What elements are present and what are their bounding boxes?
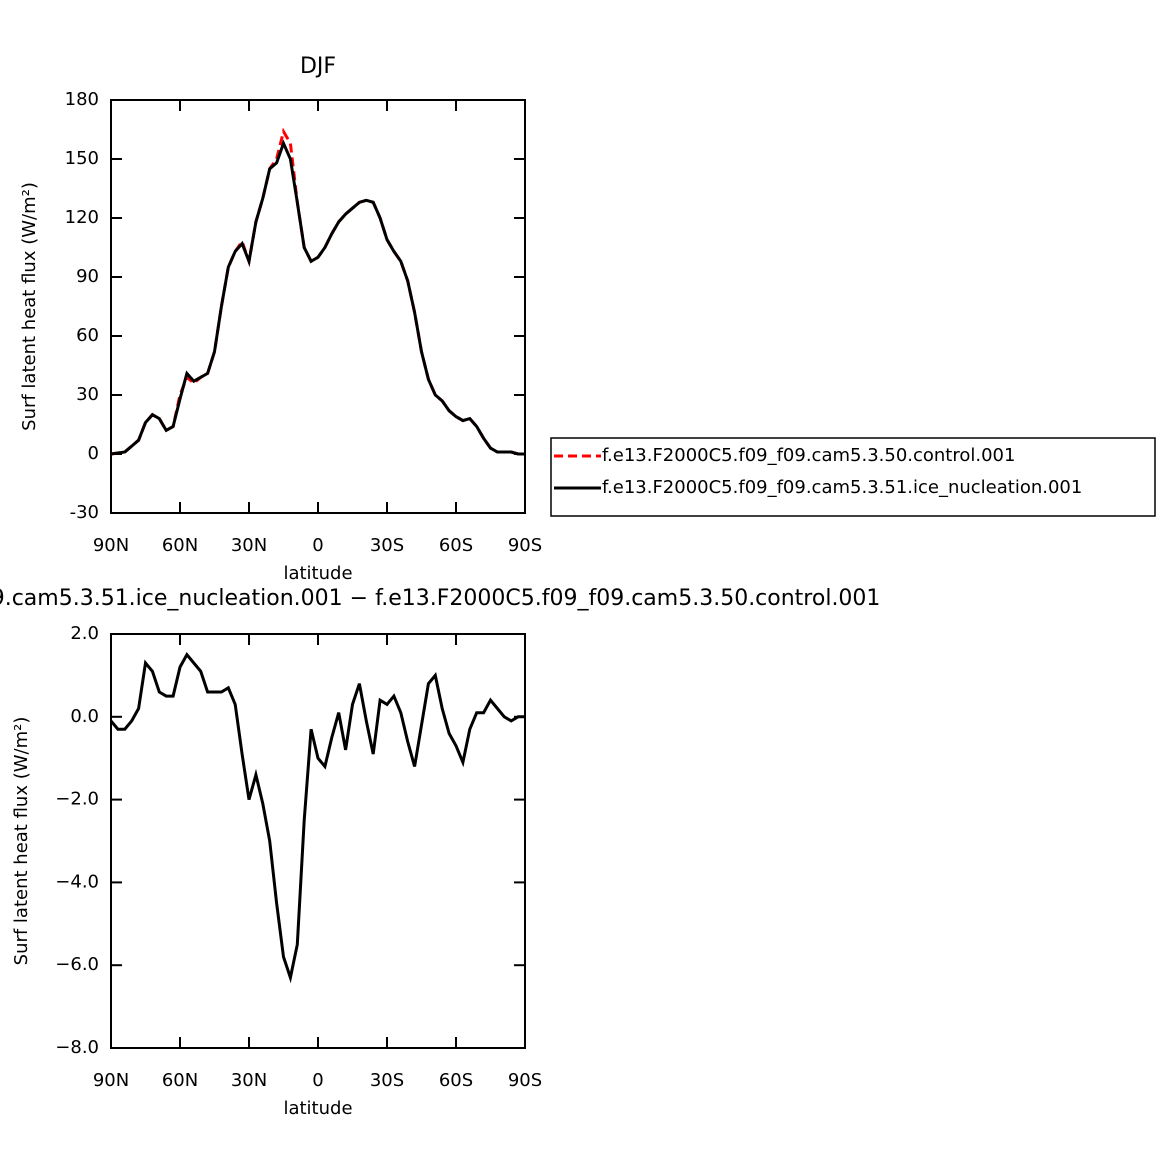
y-tick-label: 180 <box>65 89 99 110</box>
y-tick-label: 0 <box>88 443 99 464</box>
legend-label: f.e13.F2000C5.f09_f09.cam5.3.50.control.… <box>602 445 1015 466</box>
chart-title: DJF <box>300 54 336 79</box>
x-tick-label: 30S <box>370 1070 404 1091</box>
y-axis-title: Surf latent heat flux (W/m²) <box>11 717 32 966</box>
legend-box <box>550 437 1156 517</box>
x-tick-label: 0 <box>312 1070 323 1091</box>
x-axis-title: latitude <box>283 563 352 584</box>
y-tick-label: 120 <box>65 207 99 228</box>
x-tick-label: 90N <box>93 1070 129 1091</box>
plot-frame <box>110 99 526 514</box>
x-tick-label: 30N <box>231 1070 267 1091</box>
data-line <box>110 139 525 456</box>
plot-frame <box>110 633 526 1049</box>
x-tick-label: 60N <box>162 535 198 556</box>
y-tick-label: 2.0 <box>70 623 99 644</box>
y-tick-label: −2.0 <box>55 789 99 810</box>
x-tick-label: 90N <box>93 535 129 556</box>
legend-label: f.e13.F2000C5.f09_f09.cam5.3.51.ice_nucl… <box>602 477 1082 498</box>
data-line <box>110 127 525 456</box>
y-tick-label: 90 <box>76 266 99 287</box>
x-tick-label: 30S <box>370 535 404 556</box>
x-tick-label: 60S <box>439 535 473 556</box>
y-tick-label: 30 <box>76 384 99 405</box>
x-tick-label: 60N <box>162 1070 198 1091</box>
y-tick-label: −8.0 <box>55 1037 99 1058</box>
y-tick-label: −6.0 <box>55 954 99 975</box>
x-tick-label: 0 <box>312 535 323 556</box>
x-tick-label: 30N <box>231 535 267 556</box>
y-tick-label: −4.0 <box>55 871 99 892</box>
data-line <box>109 652 525 984</box>
y-tick-label: -30 <box>70 502 99 523</box>
y-tick-label: 0.0 <box>70 706 99 727</box>
chart-title: f.e13.F2000C5.f09_f09.cam5.3.51.ice_nucl… <box>0 586 880 611</box>
x-tick-label: 90S <box>508 1070 542 1091</box>
y-axis-title: Surf latent heat flux (W/m²) <box>19 182 40 431</box>
y-tick-label: 150 <box>65 148 99 169</box>
x-tick-label: 90S <box>508 535 542 556</box>
x-tick-label: 60S <box>439 1070 473 1091</box>
y-tick-label: 60 <box>76 325 99 346</box>
x-axis-title: latitude <box>283 1098 352 1119</box>
